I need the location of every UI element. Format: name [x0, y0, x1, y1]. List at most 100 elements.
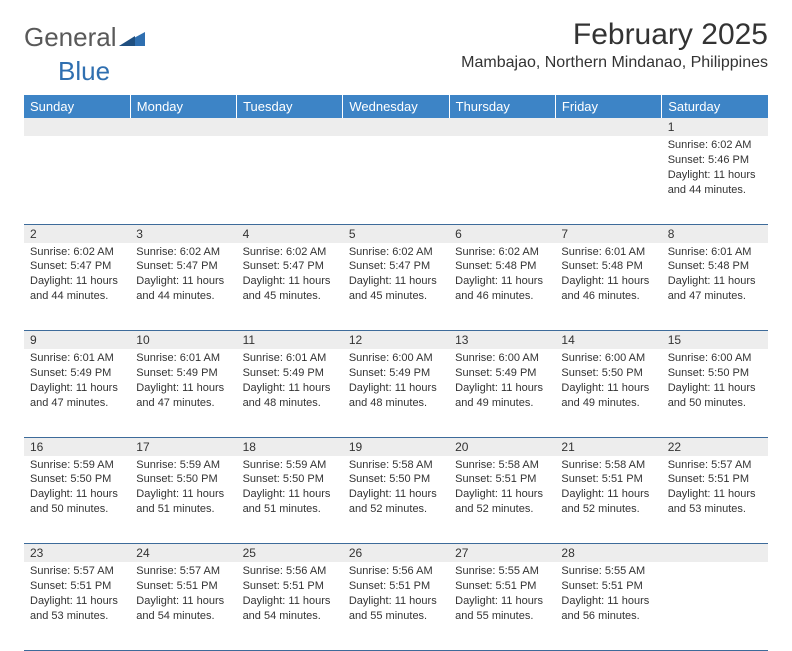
sunset-line: Sunset: 5:50 PM — [349, 472, 443, 487]
daylight-line: Daylight: 11 hours and 47 minutes. — [668, 274, 762, 304]
day-number-row: 2345678 — [24, 224, 768, 243]
sunrise-line: Sunrise: 5:56 AM — [349, 564, 443, 579]
daylight-line: Daylight: 11 hours and 48 minutes. — [349, 381, 443, 411]
day-header: Sunday — [24, 95, 130, 118]
sunset-line: Sunset: 5:50 PM — [136, 472, 230, 487]
day-number-cell: 14 — [555, 331, 661, 350]
brand-icon — [119, 22, 145, 53]
day-number-cell: 19 — [343, 437, 449, 456]
sunrise-line: Sunrise: 5:55 AM — [561, 564, 655, 579]
day-cell: Sunrise: 6:00 AMSunset: 5:50 PMDaylight:… — [555, 349, 661, 437]
day-details: Sunrise: 6:01 AMSunset: 5:49 PMDaylight:… — [237, 349, 343, 416]
daylight-line: Daylight: 11 hours and 47 minutes. — [30, 381, 124, 411]
day-number-cell: 26 — [343, 544, 449, 563]
sunrise-line: Sunrise: 5:59 AM — [243, 458, 337, 473]
day-number-cell: 24 — [130, 544, 236, 563]
day-details: Sunrise: 5:56 AMSunset: 5:51 PMDaylight:… — [237, 562, 343, 629]
sunrise-line: Sunrise: 5:56 AM — [243, 564, 337, 579]
day-number-cell: 2 — [24, 224, 130, 243]
day-details: Sunrise: 5:57 AMSunset: 5:51 PMDaylight:… — [662, 456, 768, 523]
day-cell: Sunrise: 5:58 AMSunset: 5:51 PMDaylight:… — [449, 456, 555, 544]
sunrise-line: Sunrise: 5:55 AM — [455, 564, 549, 579]
day-cell: Sunrise: 5:55 AMSunset: 5:51 PMDaylight:… — [449, 562, 555, 650]
day-details: Sunrise: 5:57 AMSunset: 5:51 PMDaylight:… — [24, 562, 130, 629]
sunset-line: Sunset: 5:51 PM — [455, 472, 549, 487]
day-header-row: SundayMondayTuesdayWednesdayThursdayFrid… — [24, 95, 768, 118]
day-number-cell — [24, 118, 130, 136]
daylight-line: Daylight: 11 hours and 50 minutes. — [668, 381, 762, 411]
day-details: Sunrise: 6:00 AMSunset: 5:50 PMDaylight:… — [555, 349, 661, 416]
sunrise-line: Sunrise: 6:00 AM — [561, 351, 655, 366]
day-details: Sunrise: 5:57 AMSunset: 5:51 PMDaylight:… — [130, 562, 236, 629]
day-number-cell: 23 — [24, 544, 130, 563]
sunrise-line: Sunrise: 6:01 AM — [668, 245, 762, 260]
day-details: Sunrise: 6:02 AMSunset: 5:48 PMDaylight:… — [449, 243, 555, 310]
sunset-line: Sunset: 5:50 PM — [30, 472, 124, 487]
day-number-cell — [343, 118, 449, 136]
day-number-cell: 8 — [662, 224, 768, 243]
day-header: Saturday — [662, 95, 768, 118]
daylight-line: Daylight: 11 hours and 46 minutes. — [561, 274, 655, 304]
sunrise-line: Sunrise: 5:57 AM — [30, 564, 124, 579]
sunset-line: Sunset: 5:51 PM — [243, 579, 337, 594]
sunrise-line: Sunrise: 6:02 AM — [349, 245, 443, 260]
day-cell: Sunrise: 6:01 AMSunset: 5:49 PMDaylight:… — [24, 349, 130, 437]
sunset-line: Sunset: 5:51 PM — [136, 579, 230, 594]
day-cell: Sunrise: 5:57 AMSunset: 5:51 PMDaylight:… — [24, 562, 130, 650]
sunrise-line: Sunrise: 6:02 AM — [455, 245, 549, 260]
day-cell: Sunrise: 5:58 AMSunset: 5:50 PMDaylight:… — [343, 456, 449, 544]
daylight-line: Daylight: 11 hours and 54 minutes. — [136, 594, 230, 624]
day-cell: Sunrise: 5:59 AMSunset: 5:50 PMDaylight:… — [130, 456, 236, 544]
daylight-line: Daylight: 11 hours and 50 minutes. — [30, 487, 124, 517]
daylight-line: Daylight: 11 hours and 44 minutes. — [30, 274, 124, 304]
day-cell: Sunrise: 5:59 AMSunset: 5:50 PMDaylight:… — [237, 456, 343, 544]
sunrise-line: Sunrise: 5:58 AM — [561, 458, 655, 473]
day-details: Sunrise: 6:01 AMSunset: 5:48 PMDaylight:… — [662, 243, 768, 310]
sunset-line: Sunset: 5:46 PM — [668, 153, 762, 168]
sunrise-line: Sunrise: 6:01 AM — [561, 245, 655, 260]
day-cell: Sunrise: 5:57 AMSunset: 5:51 PMDaylight:… — [662, 456, 768, 544]
daylight-line: Daylight: 11 hours and 46 minutes. — [455, 274, 549, 304]
day-cell — [555, 136, 661, 224]
day-cell — [130, 136, 236, 224]
sunset-line: Sunset: 5:47 PM — [30, 259, 124, 274]
brand-part2: Blue — [58, 56, 110, 87]
day-content-row: Sunrise: 6:02 AMSunset: 5:46 PMDaylight:… — [24, 136, 768, 224]
day-number-cell: 27 — [449, 544, 555, 563]
day-details: Sunrise: 5:58 AMSunset: 5:51 PMDaylight:… — [555, 456, 661, 523]
sunrise-line: Sunrise: 5:58 AM — [349, 458, 443, 473]
day-cell — [24, 136, 130, 224]
day-cell: Sunrise: 6:00 AMSunset: 5:49 PMDaylight:… — [343, 349, 449, 437]
calendar-table: SundayMondayTuesdayWednesdayThursdayFrid… — [24, 95, 768, 651]
sunset-line: Sunset: 5:51 PM — [349, 579, 443, 594]
day-number-cell: 4 — [237, 224, 343, 243]
day-number-cell: 21 — [555, 437, 661, 456]
sunrise-line: Sunrise: 5:59 AM — [30, 458, 124, 473]
day-number-cell — [449, 118, 555, 136]
sunset-line: Sunset: 5:50 PM — [668, 366, 762, 381]
day-cell: Sunrise: 6:02 AMSunset: 5:47 PMDaylight:… — [24, 243, 130, 331]
sunrise-line: Sunrise: 6:00 AM — [455, 351, 549, 366]
day-cell: Sunrise: 5:58 AMSunset: 5:51 PMDaylight:… — [555, 456, 661, 544]
sunset-line: Sunset: 5:49 PM — [243, 366, 337, 381]
day-number-cell: 18 — [237, 437, 343, 456]
day-cell: Sunrise: 6:01 AMSunset: 5:48 PMDaylight:… — [555, 243, 661, 331]
day-cell: Sunrise: 5:57 AMSunset: 5:51 PMDaylight:… — [130, 562, 236, 650]
sunset-line: Sunset: 5:49 PM — [455, 366, 549, 381]
sunset-line: Sunset: 5:48 PM — [561, 259, 655, 274]
day-cell — [449, 136, 555, 224]
day-number-cell: 22 — [662, 437, 768, 456]
day-cell: Sunrise: 5:59 AMSunset: 5:50 PMDaylight:… — [24, 456, 130, 544]
day-cell: Sunrise: 6:02 AMSunset: 5:47 PMDaylight:… — [343, 243, 449, 331]
day-number-cell: 16 — [24, 437, 130, 456]
day-cell — [343, 136, 449, 224]
sunrise-line: Sunrise: 5:58 AM — [455, 458, 549, 473]
daylight-line: Daylight: 11 hours and 49 minutes. — [561, 381, 655, 411]
sunset-line: Sunset: 5:47 PM — [349, 259, 443, 274]
day-details: Sunrise: 6:01 AMSunset: 5:48 PMDaylight:… — [555, 243, 661, 310]
day-cell: Sunrise: 6:01 AMSunset: 5:49 PMDaylight:… — [237, 349, 343, 437]
sunrise-line: Sunrise: 6:00 AM — [349, 351, 443, 366]
sunset-line: Sunset: 5:50 PM — [561, 366, 655, 381]
brand-part1: General — [24, 22, 117, 53]
title-block: February 2025 Mambajao, Northern Mindana… — [461, 18, 768, 72]
